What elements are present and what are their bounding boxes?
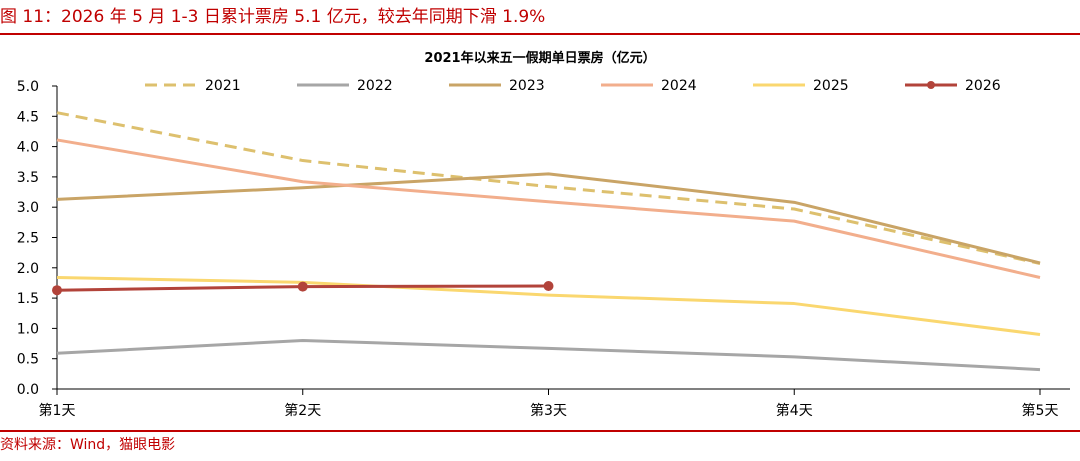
data-point-2026 (52, 285, 62, 296)
data-point-2026 (543, 280, 554, 291)
series-2022 (56, 339, 1041, 372)
title-divider (0, 33, 1080, 35)
x-tick-label: 第2天 (284, 402, 321, 419)
y-tick-label: 2.0 (17, 261, 39, 277)
y-tick-label: 0.5 (17, 352, 39, 368)
y-tick-label: 5.0 (17, 79, 39, 95)
series-2023 (56, 172, 1041, 265)
chart-legend: 2021 2022 2023 2024 2025 2026 (145, 78, 1001, 94)
y-tick-label: 0.0 (17, 382, 39, 398)
x-axis: 第1天 第2天 第3天 第4天 第5天 (39, 388, 1070, 419)
legend-label: 2023 (509, 78, 545, 94)
chart-title: 2021年以来五一假期单日票房（亿元） (424, 50, 655, 66)
source-note: 资料来源：Wind，猫眼电影 (0, 437, 176, 453)
series-2021 (56, 111, 1041, 266)
series-line-2021 (56, 111, 1041, 266)
source-divider (0, 430, 1080, 432)
figure-title: 图 11：2026 年 5 月 1-3 日累计票房 5.1 亿元，较去年同期下滑… (0, 7, 546, 27)
legend-item-2025: 2025 (753, 78, 849, 94)
line-chart: 2021年以来五一假期单日票房（亿元） 2021 2022 2023 2024 2025… (17, 50, 1070, 419)
y-tick-label: 4.5 (17, 109, 39, 125)
x-tick-label: 第3天 (530, 402, 567, 419)
series-2024 (56, 138, 1041, 279)
x-tick-label: 第4天 (776, 402, 813, 419)
legend-item-2024: 2024 (601, 78, 697, 94)
legend-label: 2024 (661, 78, 697, 94)
series-2025 (56, 275, 1041, 336)
x-tick-label: 第5天 (1022, 402, 1059, 419)
legend-label: 2022 (357, 78, 393, 94)
data-point-2026 (297, 281, 308, 292)
legend-label: 2021 (205, 78, 241, 94)
legend-item-2022: 2022 (297, 78, 393, 94)
y-tick-label: 1.5 (17, 291, 39, 307)
series-line-2025 (56, 275, 1041, 336)
y-tick-label: 4.0 (17, 140, 39, 156)
legend-label: 2026 (965, 78, 1001, 94)
series-2026 (52, 280, 554, 296)
legend-label: 2025 (813, 78, 849, 94)
y-tick-label: 2.5 (17, 231, 39, 247)
y-tick-label: 1.0 (17, 321, 39, 337)
legend-item-2021: 2021 (145, 78, 241, 94)
x-tick-label: 第1天 (39, 402, 76, 419)
legend-marker (927, 81, 935, 89)
y-tick-label: 3.0 (17, 200, 39, 216)
series-line-2023 (56, 172, 1041, 265)
series-layer (52, 111, 1041, 372)
y-axis: 0.0 0.5 1.0 1.5 2.0 2.5 3.0 3.5 4.0 4.5 5.0 (17, 79, 58, 398)
y-tick-label: 3.5 (17, 170, 39, 186)
legend-item-2023: 2023 (449, 78, 545, 94)
legend-item-2026: 2026 (905, 78, 1001, 94)
series-line-2024 (56, 138, 1041, 279)
series-line-2022 (56, 339, 1041, 372)
